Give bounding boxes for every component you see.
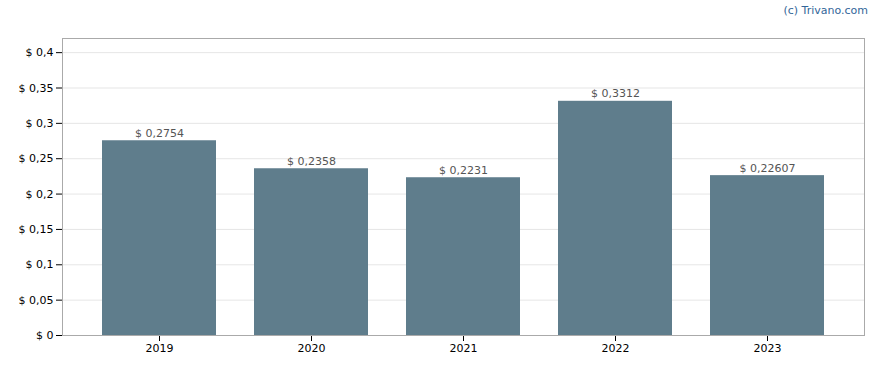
svg-text:$ 0,1: $ 0,1 [26, 258, 54, 271]
svg-text:$ 0,15: $ 0,15 [19, 223, 54, 236]
html-text:(c) Trivano.com: (c) Trivano.com [783, 4, 868, 17]
svg-text:$ 0,22607: $ 0,22607 [740, 162, 796, 175]
svg-text:$ 0,2754: $ 0,2754 [135, 127, 184, 140]
svg-text:$ 0,2358: $ 0,2358 [287, 155, 336, 168]
svg-text:$ 0,2231: $ 0,2231 [439, 164, 488, 177]
svg-text:$ 0,05: $ 0,05 [19, 294, 54, 307]
svg-text:2020: 2020 [298, 342, 326, 355]
svg-text:$ 0,35: $ 0,35 [19, 82, 54, 95]
svg-text:2019: 2019 [146, 342, 174, 355]
svg-text:$ 0,4: $ 0,4 [26, 46, 54, 59]
svg-text:2023: 2023 [754, 342, 782, 355]
svg-text:2022: 2022 [602, 342, 630, 355]
svg-text:$ 0,25: $ 0,25 [19, 152, 54, 165]
svg-text:2021: 2021 [450, 342, 478, 355]
svg-text:$ 0,2: $ 0,2 [26, 188, 54, 201]
svg-text:$ 0,3312: $ 0,3312 [591, 87, 640, 100]
svg-text:$ 0,3: $ 0,3 [26, 117, 54, 130]
svg-text:$ 0: $ 0 [36, 329, 54, 342]
